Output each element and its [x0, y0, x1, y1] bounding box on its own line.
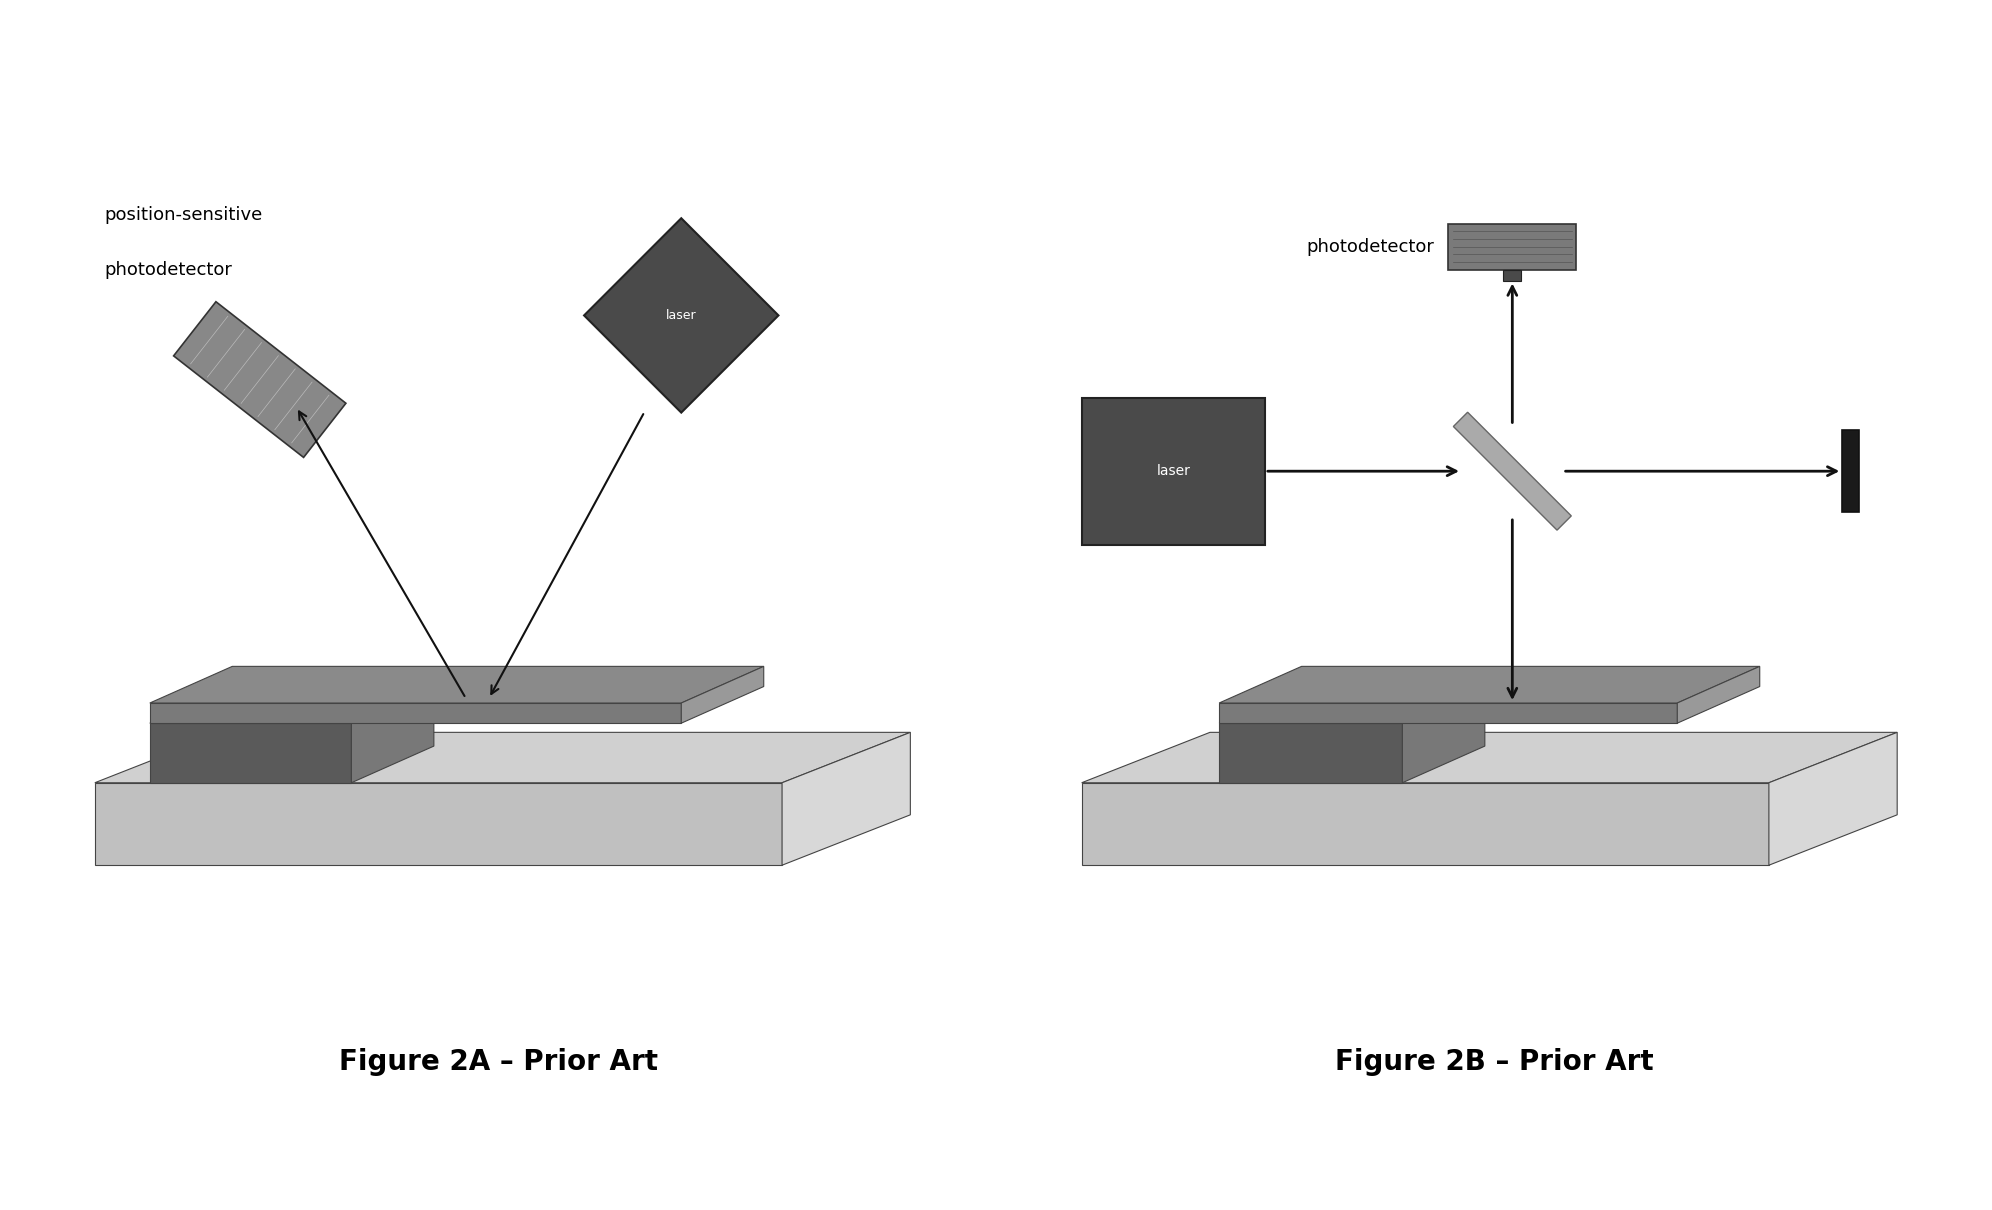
- Text: position-sensitive: position-sensitive: [104, 206, 263, 224]
- Polygon shape: [1454, 413, 1572, 530]
- Polygon shape: [351, 686, 434, 783]
- Polygon shape: [149, 724, 351, 783]
- Polygon shape: [149, 667, 763, 703]
- Polygon shape: [1677, 667, 1759, 724]
- Text: laser: laser: [665, 309, 697, 322]
- Polygon shape: [1219, 686, 1484, 724]
- Text: Figure 2B – Prior Art: Figure 2B – Prior Art: [1335, 1049, 1653, 1077]
- Polygon shape: [1082, 783, 1769, 865]
- Text: photodetector: photodetector: [104, 261, 231, 278]
- Polygon shape: [1219, 724, 1402, 783]
- Polygon shape: [149, 686, 434, 724]
- Polygon shape: [584, 218, 779, 413]
- Polygon shape: [1448, 224, 1576, 270]
- Polygon shape: [1082, 398, 1265, 544]
- Polygon shape: [96, 732, 910, 783]
- Polygon shape: [783, 732, 910, 865]
- Polygon shape: [149, 703, 681, 724]
- Polygon shape: [1082, 732, 1896, 783]
- Polygon shape: [173, 301, 347, 457]
- Polygon shape: [1843, 430, 1859, 512]
- Polygon shape: [1219, 667, 1759, 703]
- Text: laser: laser: [1155, 465, 1191, 478]
- Polygon shape: [1769, 732, 1896, 865]
- Polygon shape: [1402, 686, 1484, 783]
- Polygon shape: [1219, 703, 1677, 724]
- Polygon shape: [681, 667, 763, 724]
- Polygon shape: [96, 783, 783, 865]
- Text: photodetector: photodetector: [1307, 237, 1434, 255]
- Text: Figure 2A – Prior Art: Figure 2A – Prior Art: [339, 1049, 657, 1077]
- Polygon shape: [1504, 270, 1522, 281]
